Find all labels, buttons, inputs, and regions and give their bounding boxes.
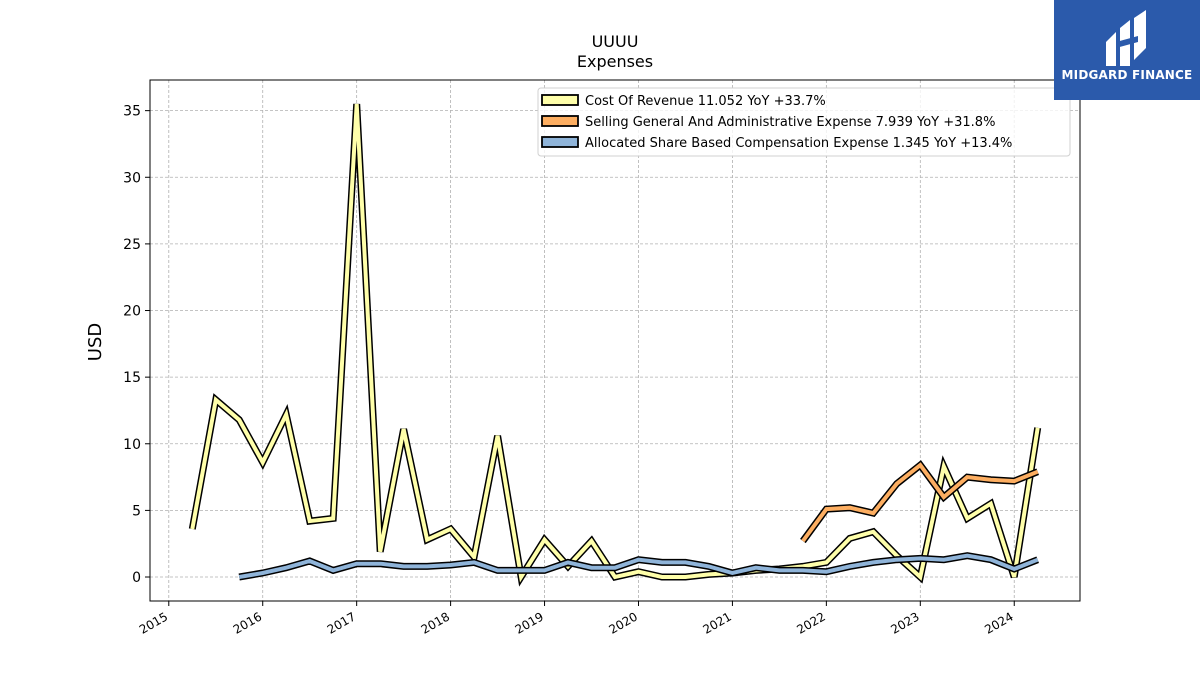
legend-box — [537, 87, 1071, 157]
chart-title: UUUU — [592, 32, 639, 51]
y-axis-label: USD — [85, 323, 106, 361]
series-line — [190, 103, 1040, 583]
legend-swatch — [541, 115, 579, 127]
y-tick-label: 35 — [123, 104, 141, 120]
x-tick-label: 2020 — [607, 609, 640, 636]
legend-label: Selling General And Administrative Expen… — [585, 115, 995, 130]
y-tick-label: 30 — [123, 170, 141, 186]
series-line — [238, 553, 1039, 579]
x-tick-label: 2022 — [794, 609, 827, 636]
x-tick-label: 2024 — [982, 609, 1015, 636]
grid — [150, 80, 1080, 601]
y-tick-label: 10 — [123, 437, 141, 453]
legend-swatch — [541, 94, 579, 106]
logo-text: MIDGARD FINANCE — [1061, 68, 1193, 82]
x-tick-label: 2015 — [137, 609, 170, 636]
legend: Cost Of Revenue 11.052 YoY +33.7% Selling… — [537, 87, 1071, 157]
y-tick-label: 5 — [132, 503, 141, 519]
y-tick-label: 0 — [132, 570, 141, 586]
y-tick-label: 25 — [123, 237, 141, 253]
series-line — [801, 462, 1039, 543]
legend-label: Allocated Share Based Compensation Expen… — [585, 136, 1012, 151]
x-tick-label: 2018 — [419, 609, 452, 636]
x-axis: 2015 2016 2017 2018 2019 2020 2021 2022 2023 2024 — [137, 601, 1016, 637]
x-tick-label: 2019 — [513, 609, 546, 636]
series-layer — [188, 103, 1042, 587]
x-tick-label: 2017 — [325, 609, 358, 636]
chart-subtitle: Expenses — [577, 52, 653, 71]
x-tick-label: 2016 — [231, 609, 264, 636]
legend-swatch — [541, 136, 579, 148]
series-2 — [800, 460, 1039, 544]
logo-mark-icon — [1106, 10, 1146, 66]
series-3 — [238, 552, 1039, 581]
y-tick-label: 20 — [123, 304, 141, 320]
legend-label: Cost Of Revenue 11.052 YoY +33.7% — [585, 94, 826, 109]
x-tick-label: 2021 — [700, 609, 733, 636]
y-axis: 0 5 10 15 20 25 30 35 — [123, 104, 150, 586]
series-1 — [188, 103, 1042, 587]
plot-frame — [149, 79, 1081, 602]
midgard-finance-logo: MIDGARD FINANCE — [1054, 0, 1200, 100]
y-tick-label: 15 — [123, 370, 141, 386]
x-tick-label: 2023 — [888, 609, 921, 636]
series-line-outline — [188, 103, 1042, 587]
